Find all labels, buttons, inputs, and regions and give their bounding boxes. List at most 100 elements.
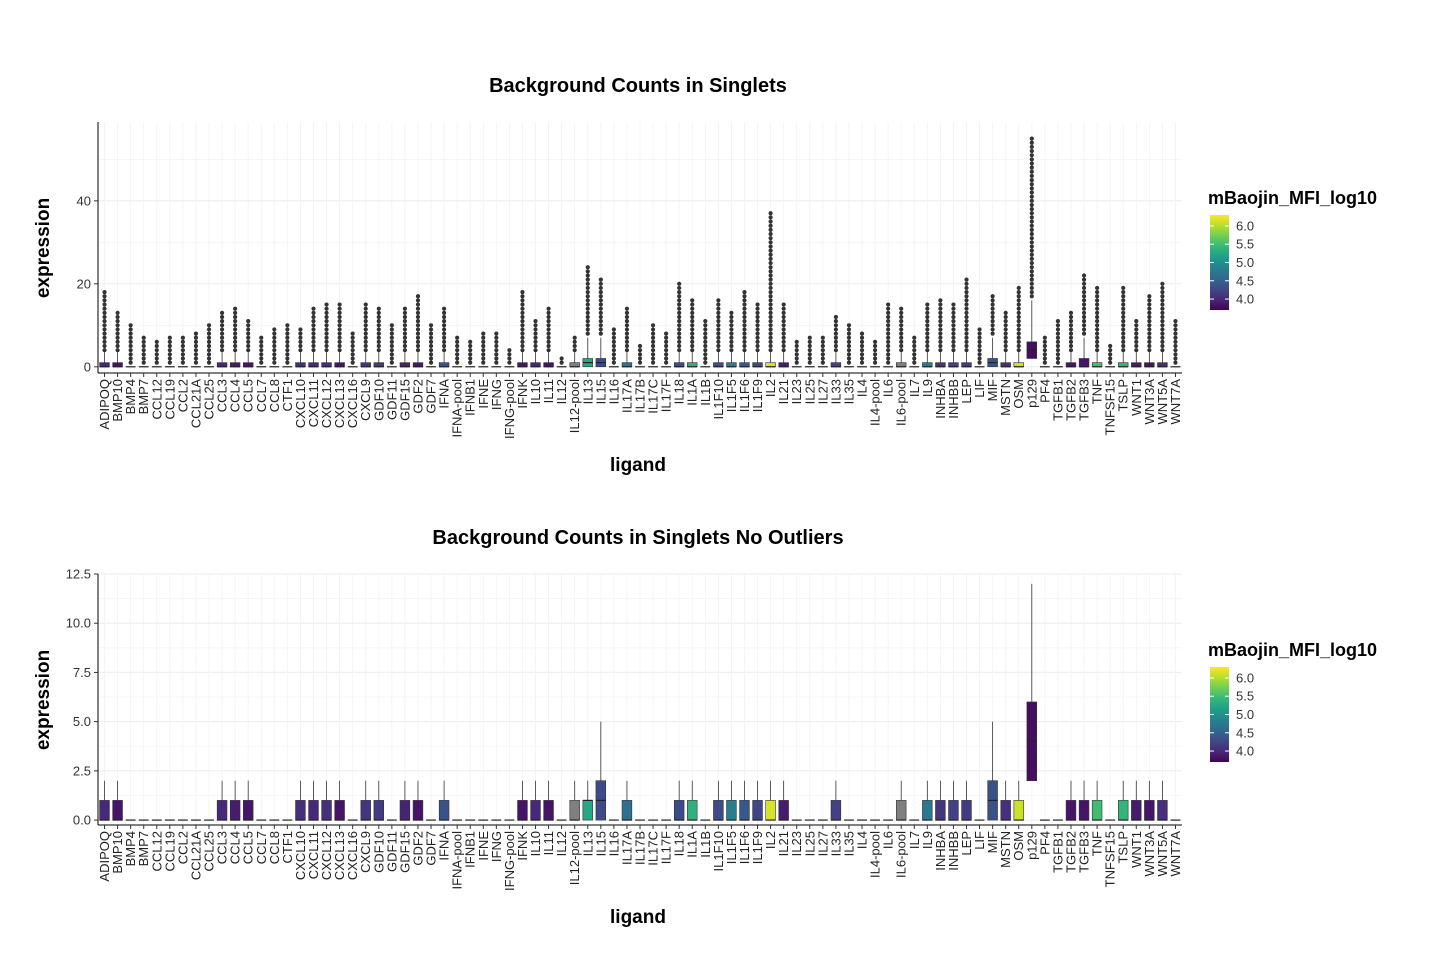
box-body	[961, 362, 972, 368]
outlier-point	[415, 343, 421, 349]
x-tick-label: IL4-pool	[868, 379, 883, 426]
outlier-point	[964, 343, 969, 349]
outlier-point	[650, 323, 656, 328]
outlier-point	[1016, 323, 1021, 328]
box-CXCL10	[295, 327, 306, 368]
outlier-point	[337, 319, 342, 324]
box-BMP10	[112, 310, 123, 368]
outlier-point	[272, 348, 277, 353]
outlier-point	[598, 302, 603, 307]
box-body	[778, 800, 789, 821]
outlier-point	[611, 335, 616, 340]
outlier-point	[768, 240, 773, 245]
outlier-point	[376, 331, 381, 336]
outlier-point	[1081, 331, 1087, 336]
outlier-point	[1173, 352, 1178, 357]
outlier-point	[886, 352, 891, 357]
outlier-point	[585, 269, 590, 274]
outlier-point	[180, 348, 185, 353]
outlier-point	[938, 327, 943, 332]
box-CXCL13	[334, 302, 345, 368]
outlier-point	[886, 339, 891, 344]
outlier-point	[572, 335, 577, 340]
outlier-point	[272, 343, 277, 349]
box-body	[1157, 362, 1168, 368]
outlier-point	[389, 352, 394, 357]
outlier-point	[233, 335, 238, 340]
outlier-point	[1029, 161, 1034, 166]
outlier-point	[1016, 310, 1021, 315]
outlier-point	[311, 327, 316, 332]
outlier-point	[716, 343, 721, 349]
outlier-point	[285, 335, 290, 340]
outlier-point	[363, 314, 368, 320]
outlier-point	[846, 360, 852, 365]
x-axis-title-2: ligand	[610, 907, 666, 928]
box-body	[1065, 800, 1077, 821]
outlier-point	[415, 327, 421, 332]
x-tick-label: IFNA-pool	[450, 379, 465, 438]
outlier-point	[1029, 157, 1034, 162]
outlier-point	[690, 343, 695, 349]
outlier-point	[1134, 323, 1139, 328]
box-CCL25	[204, 323, 214, 368]
box-ADIPOQ	[99, 289, 110, 368]
outlier-point	[899, 331, 904, 336]
x-tick-label: IL17C	[646, 831, 661, 866]
x-tick-label: GDF15	[397, 831, 412, 873]
box-OSM	[1013, 780, 1024, 821]
x-tick-label: WNT7A	[1168, 379, 1183, 425]
outlier-point	[781, 310, 786, 315]
outlier-point	[1134, 348, 1139, 353]
outlier-point	[716, 310, 721, 315]
outlier-point	[350, 348, 355, 353]
outlier-point	[102, 339, 107, 344]
outlier-point	[690, 298, 695, 303]
x-tick-label: IL2	[763, 831, 778, 849]
box-WNT7A	[1170, 319, 1181, 368]
outlier-point	[729, 331, 734, 336]
y-axis-title-1: expression	[33, 198, 54, 298]
outlier-point	[1081, 310, 1087, 315]
legend-tick-label: 4.0	[1236, 292, 1254, 307]
box-CCL7	[256, 335, 267, 368]
outlier-point	[781, 339, 786, 344]
outlier-point	[585, 277, 590, 282]
outlier-point	[677, 319, 682, 324]
outlier-point	[1095, 348, 1100, 353]
box-IL17A	[621, 780, 633, 821]
outlier-point	[468, 356, 473, 361]
outlier-point	[285, 343, 290, 349]
outlier-point	[1042, 352, 1047, 357]
box-IL1A	[687, 780, 698, 821]
outlier-point	[1121, 343, 1126, 349]
outlier-point	[624, 306, 630, 311]
outlier-point	[1003, 327, 1008, 332]
outlier-point	[402, 327, 408, 332]
box-WNT3A	[1144, 294, 1155, 368]
outlier-point	[1003, 331, 1008, 336]
box-CCL3	[216, 310, 228, 368]
outlier-point	[285, 327, 290, 332]
x-tick-label: INHBB	[946, 379, 961, 419]
x-tick-label: WNT3A	[1142, 379, 1157, 425]
outlier-point	[546, 323, 551, 328]
outlier-point	[324, 310, 329, 315]
outlier-point	[624, 339, 630, 344]
x-tick-label: BMP10	[110, 379, 125, 422]
outlier-point	[1042, 356, 1047, 361]
outlier-point	[376, 335, 381, 340]
outlier-point	[1121, 335, 1126, 340]
outlier-point	[964, 289, 969, 295]
box-IL2	[765, 211, 776, 368]
outlier-point	[1068, 348, 1074, 353]
x-tick-label: CXCL9	[358, 379, 373, 421]
x-tick-label: CCL8	[267, 831, 282, 864]
outlier-point	[768, 219, 773, 224]
outlier-point	[833, 335, 839, 340]
outlier-point	[128, 323, 133, 328]
box-INHBA	[935, 780, 946, 821]
box-body	[922, 800, 933, 821]
outlier-point	[115, 319, 120, 324]
outlier-point	[977, 339, 982, 344]
